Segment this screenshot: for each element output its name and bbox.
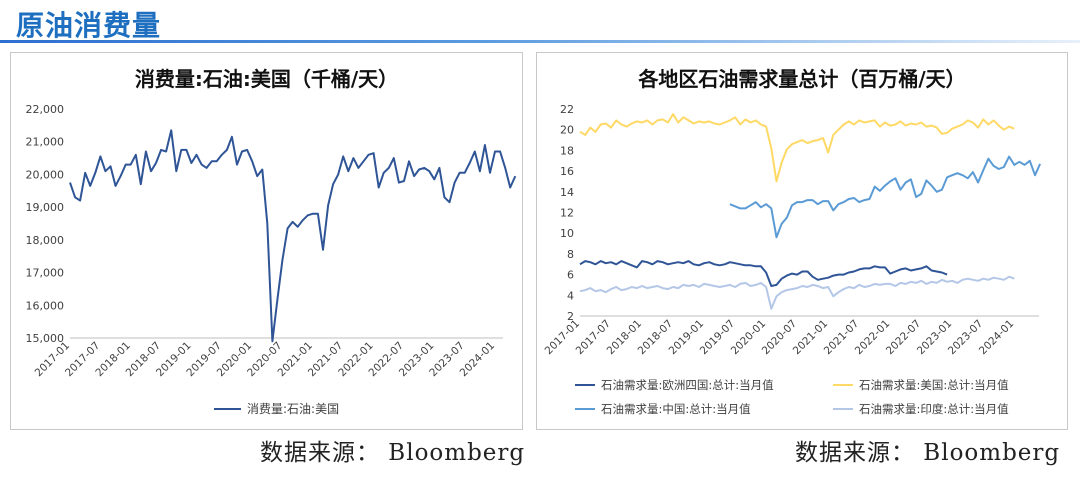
source-note: 数据来源： Bloomberg	[260, 440, 526, 466]
series-line	[579, 275, 1015, 310]
y-tick-label: 10	[560, 227, 574, 240]
legend-label: 消费量:石油:美国	[247, 402, 339, 416]
series-line	[69, 129, 517, 343]
y-tick-label: 6	[567, 269, 574, 282]
series-line	[579, 113, 1015, 183]
legend-label: 石油需求量:印度:总计:当月值	[859, 402, 1009, 416]
chart-title: 各地区石油需求量总计（百万桶/天）	[638, 67, 966, 91]
y-tick-label: 22,000	[26, 103, 65, 116]
series-line	[729, 155, 1042, 239]
y-tick-label: 19,000	[26, 201, 65, 214]
regional-demand-chart: 2468101214161820222017-012017-072018-012…	[543, 103, 1042, 416]
legend-label: 石油需求量:美国:总计:当月值	[859, 378, 1009, 392]
legend-label: 石油需求量:中国:总计:当月值	[601, 402, 751, 416]
legend-label: 石油需求量:欧洲四国:总计:当月值	[601, 378, 774, 392]
chart-panel-us-consumption: 消费量:石油:美国（千桶/天） 15,000 16,000 17,000 18,000…	[10, 52, 523, 430]
y-tick-label: 21,000	[26, 136, 65, 149]
y-tick-label: 16	[560, 165, 574, 178]
y-tick-label: 20,000	[26, 168, 65, 181]
y-tick-label: 4	[567, 289, 574, 302]
y-tick-label: 14	[560, 186, 574, 199]
y-tick-label: 18	[560, 144, 574, 157]
y-tick-label: 17,000	[26, 267, 65, 280]
y-tick-label: 22	[560, 103, 574, 116]
series-line	[579, 260, 948, 287]
us-consumption-chart: 15,000 16,000 17,000 18,000 19,000 20,000 21,0…	[26, 103, 517, 416]
page-title: 原油消费量	[16, 9, 162, 42]
source-note: 数据来源： Bloomberg	[795, 440, 1061, 466]
y-tick-label: 18,000	[26, 234, 65, 247]
y-tick-label: 20	[560, 124, 574, 137]
y-tick-label: 12	[560, 207, 574, 220]
chart-panel-regional-demand: 各地区石油需求量总计（百万桶/天） 2 4 6 8 10 12 14 16 18 20 22 2017…	[536, 52, 1068, 430]
y-tick-label: 15,000	[26, 332, 65, 345]
chart-title: 消费量:石油:美国（千桶/天）	[134, 67, 399, 91]
y-tick-label: 8	[567, 248, 574, 261]
y-tick-label: 2	[567, 310, 574, 323]
y-tick-label: 16,000	[26, 299, 65, 312]
title-divider	[0, 40, 1080, 43]
